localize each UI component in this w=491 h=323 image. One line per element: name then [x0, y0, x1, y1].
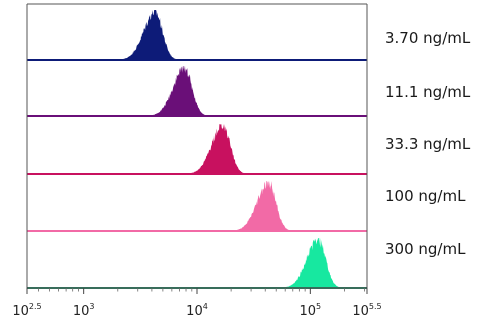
legend-label: 11.1 ng/mL — [385, 83, 471, 101]
histogram-peak — [220, 181, 303, 231]
x-tick-label: 105 — [300, 302, 322, 319]
legend-label: 300 ng/mL — [385, 240, 466, 258]
histogram-peak — [107, 10, 190, 60]
legend-label: 3.70 ng/mL — [385, 29, 471, 47]
x-tick-label: 104 — [186, 302, 208, 319]
histogram-series — [27, 124, 367, 175]
legend-label: 33.3 ng/mL — [385, 135, 471, 153]
histogram-lanes — [27, 10, 367, 289]
x-axis: 102.5 103 104 105 105.5 — [12, 288, 382, 319]
histogram-series — [27, 238, 367, 289]
histogram-series — [27, 10, 367, 61]
x-tick-label: 102.5 — [12, 302, 41, 319]
legend: 3.70 ng/mL 11.1 ng/mL 33.3 ng/mL 100 ng/mL 3… — [385, 29, 471, 258]
histogram-peak — [136, 66, 219, 116]
legend-label: 100 ng/mL — [385, 187, 466, 205]
x-tick-label: 103 — [73, 302, 95, 319]
x-tick-label: 105.5 — [352, 302, 381, 319]
histogram-peak — [175, 124, 258, 174]
histogram-series — [27, 66, 367, 117]
histogram-peak — [270, 238, 353, 288]
histogram-series — [27, 181, 367, 232]
